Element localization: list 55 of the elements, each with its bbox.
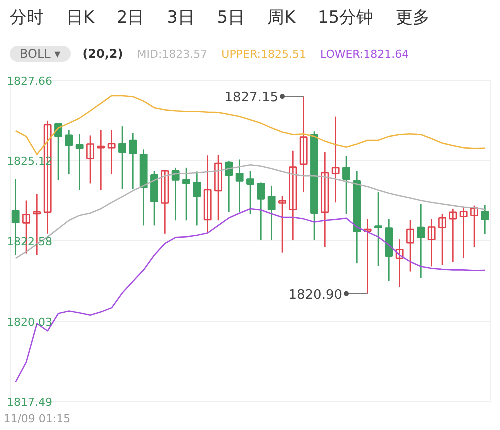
y-tick-label: 1817.49 — [7, 396, 53, 409]
candlestick — [321, 152, 330, 248]
annotation: 1827.15 — [224, 90, 279, 106]
text: 分时 — [10, 7, 44, 30]
candlestick — [460, 206, 468, 260]
candlestick — [193, 171, 202, 226]
candlestick — [65, 129, 74, 176]
candlestick — [417, 204, 426, 280]
text: 周K — [267, 7, 296, 30]
text: 5日 — [217, 7, 246, 30]
text: 更多 — [396, 7, 430, 30]
candlestick — [470, 205, 478, 248]
candlestick — [449, 208, 458, 263]
text: 2日 — [116, 7, 145, 30]
candlestick — [406, 219, 414, 272]
candlestick — [225, 160, 234, 214]
candlestick — [268, 185, 276, 242]
y-tick-label: 1820.03 — [7, 316, 53, 329]
annotation: 1820.90 — [288, 288, 343, 303]
candlestick — [332, 116, 340, 204]
candlestick — [364, 218, 372, 295]
candlestick — [428, 218, 436, 268]
candlestick — [54, 122, 62, 182]
text: MID:1823.57 — [137, 48, 208, 61]
text: 3日 — [167, 7, 195, 30]
candlestick — [438, 213, 446, 266]
candlestick — [278, 195, 286, 254]
candlestick — [342, 156, 350, 215]
candlestick — [481, 204, 490, 236]
text: UPPER:1825.51 — [222, 48, 306, 61]
chart-subtitle: (20,2) — [82, 47, 124, 61]
candlestick — [236, 159, 244, 214]
text: LOWER:1821.64 — [320, 48, 410, 61]
candlestick — [374, 192, 382, 267]
candlestick — [300, 96, 308, 194]
candlestick — [396, 238, 404, 288]
candlestick — [182, 167, 190, 222]
candlestick — [257, 182, 266, 242]
candlestick — [118, 126, 126, 190]
candlestick — [214, 154, 222, 222]
candlestick — [161, 170, 170, 235]
y-tick-label: 1827.66 — [7, 75, 53, 88]
candlestick — [86, 135, 94, 184]
candlestick — [97, 129, 106, 191]
candlestick — [172, 167, 180, 222]
candlestick — [129, 132, 138, 190]
chart-title: BOLL ▾ — [10, 46, 71, 62]
text: 15分钟 — [318, 7, 374, 30]
x-tick-label: 11/09 01:15 — [4, 412, 71, 426]
candlestick — [246, 170, 254, 215]
candlestick — [204, 154, 212, 234]
candlestick — [108, 129, 116, 176]
candlestick — [76, 134, 84, 191]
candlestick — [289, 150, 298, 242]
text: 日K — [66, 7, 95, 30]
